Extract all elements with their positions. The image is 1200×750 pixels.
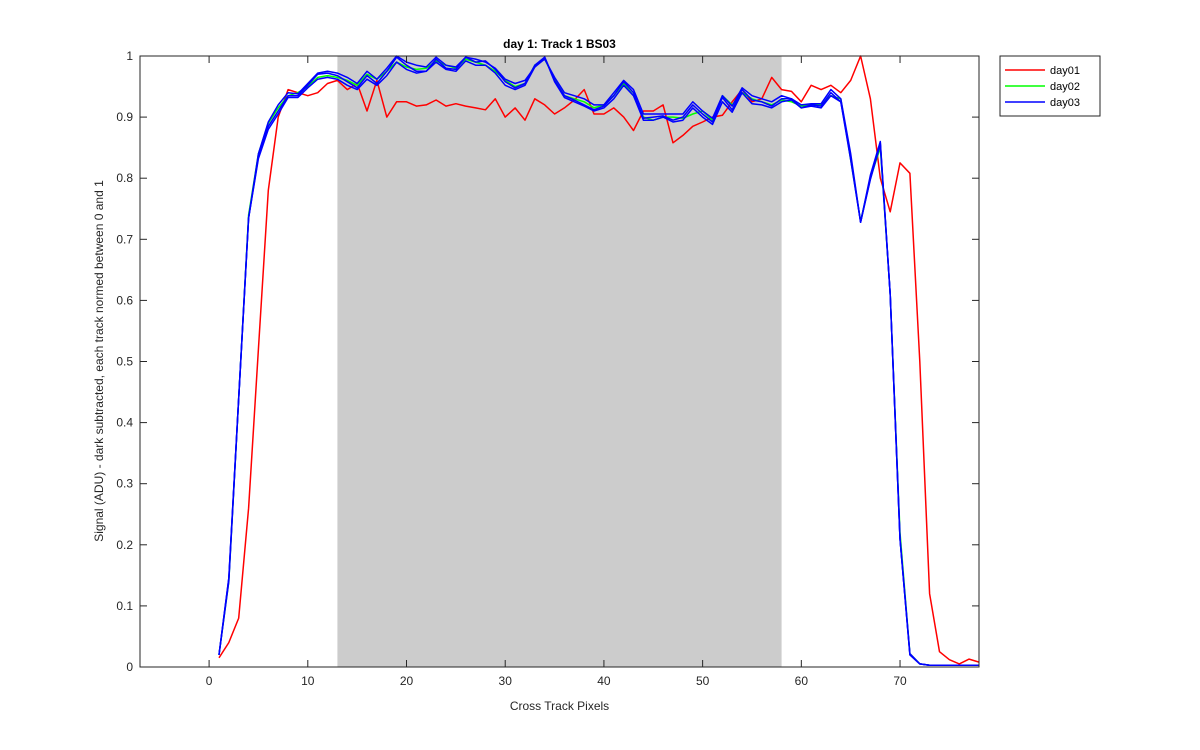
x-tick-label: 10: [301, 674, 315, 688]
legend-label-day03: day03: [1050, 97, 1080, 109]
x-tick-label: 70: [893, 674, 907, 688]
y-tick-label: 0: [126, 660, 133, 674]
y-tick-label: 0.3: [116, 477, 133, 491]
x-axis-label: Cross Track Pixels: [510, 699, 609, 713]
series-line-trace-4: [218, 56, 979, 666]
y-tick-label: 0.1: [116, 599, 133, 613]
series-line-day01: [218, 55, 980, 665]
series-line-trace-3: [218, 55, 979, 666]
x-tick-label: 40: [597, 674, 611, 688]
x-tick-label: 60: [795, 674, 809, 688]
y-tick-label: 0.7: [116, 232, 133, 246]
legend: day01 day02 day03: [999, 55, 1101, 117]
x-tick-label: 50: [696, 674, 710, 688]
y-tick-label: 1: [126, 49, 133, 63]
y-tick-label: 0.2: [116, 538, 133, 552]
x-tick-label: 30: [499, 674, 513, 688]
x-tick-label: 20: [400, 674, 414, 688]
y-tick-label: 0.6: [116, 293, 133, 307]
legend-label-day01: day01: [1050, 65, 1080, 77]
x-tick-label: 0: [206, 674, 213, 688]
shaded-region: [337, 56, 782, 667]
y-tick-label: 0.5: [116, 355, 133, 369]
legend-label-day02: day02: [1050, 81, 1080, 93]
y-tick-label: 0.4: [116, 416, 133, 430]
y-tick-label: 0.8: [116, 171, 133, 185]
y-tick-label: 0.9: [116, 110, 133, 124]
chart-title: day 1: Track 1 BS03: [503, 37, 616, 51]
y-axis-label: Signal (ADU) - dark subtracted, each tra…: [92, 180, 106, 542]
